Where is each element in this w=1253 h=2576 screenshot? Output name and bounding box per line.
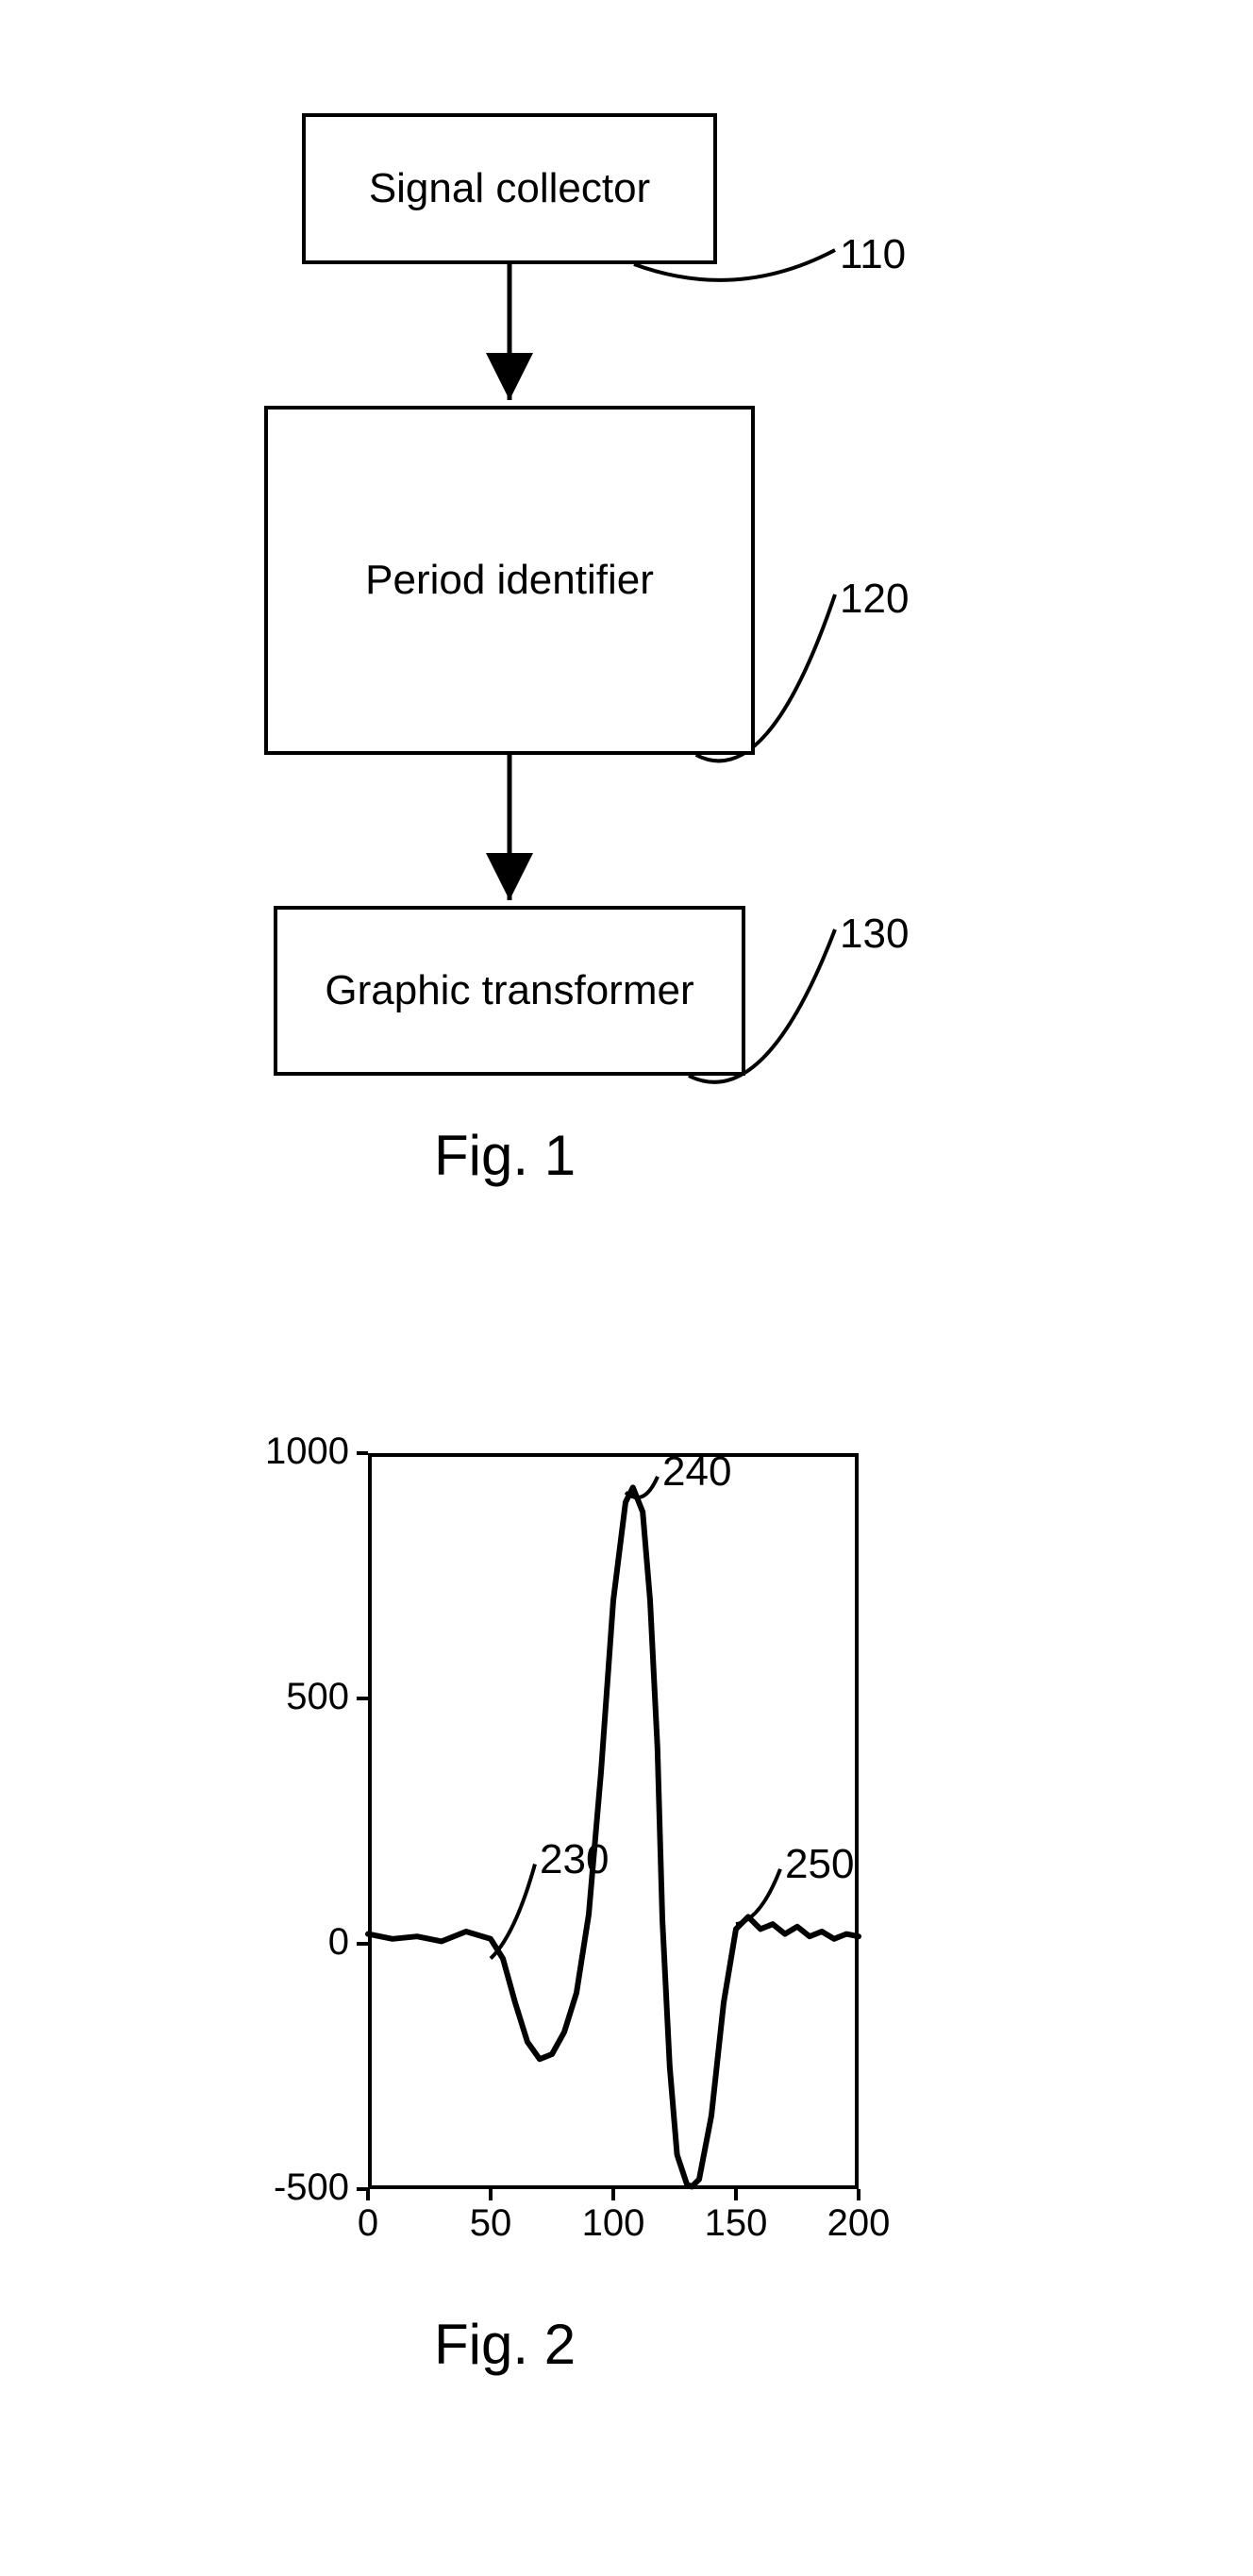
figure-2-caption: Fig. 2 [434,2312,576,2377]
y-tick-label: 500 [226,1676,349,1718]
x-tick-label: 0 [321,2202,415,2245]
annotation-label: 250 [785,1841,854,1888]
y-tick-label: 1000 [226,1430,349,1473]
x-tick-label: 200 [811,2202,906,2245]
annotation-label: 240 [662,1448,731,1496]
figure-2: 10005000-500050100150200230240250Fig. 2 [0,0,1253,2576]
chart-series-line [368,1487,859,2186]
annotation-label: 230 [540,1836,609,1883]
x-tick-label: 50 [443,2202,538,2245]
figure-2-svg [0,0,1253,2576]
annotation-leader [736,1869,780,1924]
x-tick-label: 100 [566,2202,660,2245]
y-tick-label: 0 [226,1921,349,1964]
x-tick-label: 150 [689,2202,783,2245]
